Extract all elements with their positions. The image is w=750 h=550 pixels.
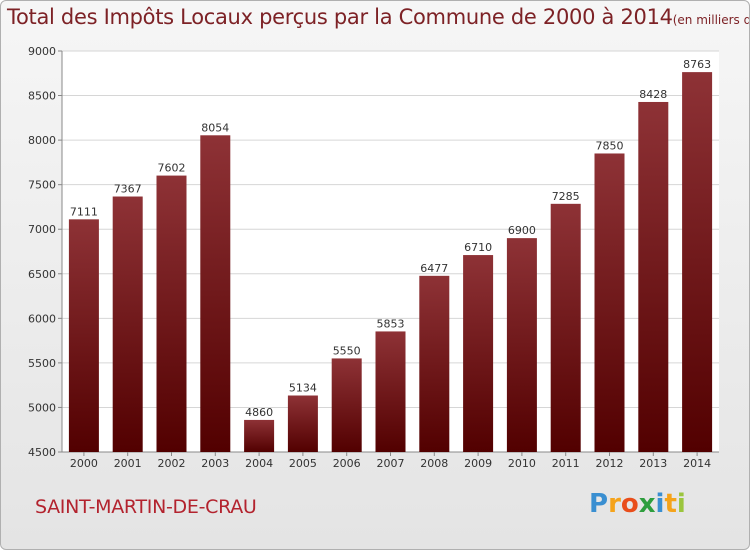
y-tick-label: 6500 (28, 268, 56, 281)
proxiti-logo: Proxiti (589, 489, 686, 519)
bar-2013 (638, 101, 669, 452)
data-label-2001: 7367 (114, 183, 142, 196)
logo-letter: o (620, 489, 639, 519)
x-tick-label-2013: 2013 (639, 457, 667, 470)
x-tick-label-2003: 2003 (201, 457, 229, 470)
data-label-2010: 6900 (508, 224, 536, 237)
y-tick-label: 5000 (28, 401, 56, 414)
data-label-2006: 5550 (333, 344, 361, 357)
bar-2003 (200, 135, 231, 452)
data-label-2003: 8054 (201, 121, 229, 134)
logo-letter: i (676, 489, 686, 519)
x-tick-label-2012: 2012 (596, 457, 624, 470)
data-label-2008: 6477 (420, 262, 448, 275)
logo-letter: i (655, 489, 665, 519)
data-label-2007: 5853 (377, 317, 405, 330)
bar-2002 (156, 175, 187, 452)
y-tick-label: 8000 (28, 134, 56, 147)
bar-2005 (287, 395, 318, 452)
logo-letter: t (664, 489, 677, 519)
x-tick-label-2009: 2009 (464, 457, 492, 470)
x-tick-label-2010: 2010 (508, 457, 536, 470)
bar-2006 (331, 358, 362, 452)
logo-letter: P (589, 489, 609, 519)
y-tick-label: 6000 (28, 312, 56, 325)
data-label-2002: 7602 (158, 162, 186, 175)
x-tick-label-2004: 2004 (245, 457, 273, 470)
x-tick-label-2008: 2008 (420, 457, 448, 470)
x-tick-label-2014: 2014 (683, 457, 711, 470)
chart-title: Total des Impôts Locaux perçus par la Co… (7, 5, 749, 29)
x-tick-label-2007: 2007 (377, 457, 405, 470)
bar-2001 (112, 196, 143, 452)
bar-2008 (419, 275, 450, 452)
data-label-2000: 7111 (70, 205, 98, 218)
x-tick-label-2002: 2002 (158, 457, 186, 470)
data-label-2012: 7850 (596, 139, 624, 152)
data-label-2011: 7285 (552, 190, 580, 203)
bar-2010 (506, 238, 537, 452)
x-tick-label-2006: 2006 (333, 457, 361, 470)
data-label-2013: 8428 (639, 88, 667, 101)
data-label-2005: 5134 (289, 382, 317, 395)
data-label-2014: 8763 (683, 58, 711, 71)
bar-2011 (550, 203, 581, 452)
y-tick-label: 8500 (28, 90, 56, 103)
bar-2012 (594, 153, 625, 452)
x-tick-label-2000: 2000 (70, 457, 98, 470)
bar-2000 (68, 219, 99, 452)
y-tick-label: 7000 (28, 223, 56, 236)
commune-name: SAINT-MARTIN-DE-CRAU (35, 496, 257, 518)
y-tick-label: 9000 (28, 45, 56, 58)
logo-letter: x (638, 489, 656, 519)
x-tick-label-2011: 2011 (552, 457, 580, 470)
data-label-2009: 6710 (464, 241, 492, 254)
bar-2007 (375, 331, 406, 452)
y-tick-label: 4500 (28, 446, 56, 459)
bar-2009 (463, 255, 494, 452)
logo-letter: r (608, 489, 621, 519)
chart-title-unit: (en milliers d'€) (672, 13, 749, 27)
bar-2014 (682, 72, 713, 453)
chart-title-text: Total des Impôts Locaux perçus par la Co… (7, 5, 673, 29)
x-tick-label-2001: 2001 (114, 457, 142, 470)
x-tick-label-2005: 2005 (289, 457, 317, 470)
y-tick-label: 5500 (28, 357, 56, 370)
data-label-2004: 4860 (245, 406, 273, 419)
bar-2004 (244, 419, 275, 452)
y-tick-label: 7500 (28, 179, 56, 192)
